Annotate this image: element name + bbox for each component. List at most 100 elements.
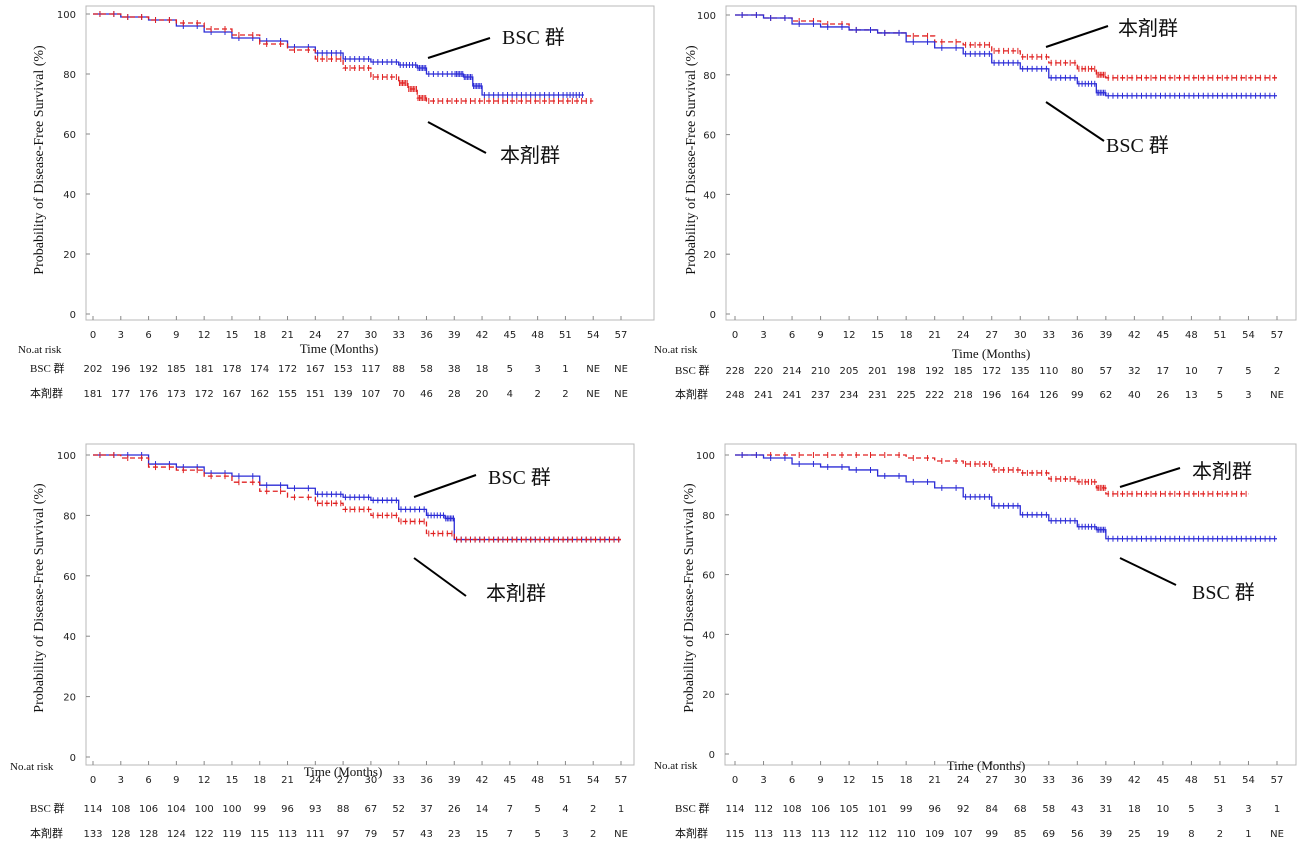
risk-value: 172 <box>195 389 214 400</box>
x-tick-label: 51 <box>559 330 572 341</box>
x-axis-label: Time (Months) <box>947 758 1026 773</box>
risk-value: 113 <box>754 829 773 840</box>
censor-marks-1 <box>99 452 620 543</box>
risk-value: 107 <box>954 829 973 840</box>
km-curve-2 <box>93 13 594 102</box>
annotation-line <box>1045 25 1109 48</box>
risk-value: NE <box>1270 829 1284 840</box>
risk-value: 114 <box>83 804 102 815</box>
risk-value: 69 <box>1042 829 1055 840</box>
risk-value: 32 <box>1128 366 1141 377</box>
y-tick-label: 0 <box>710 310 716 321</box>
x-tick-label: 21 <box>281 775 294 786</box>
x-tick-label: 15 <box>226 330 239 341</box>
x-tick-label: 42 <box>476 775 489 786</box>
x-tick-label: 15 <box>871 330 884 341</box>
risk-value: 106 <box>139 804 158 815</box>
risk-value: 124 <box>167 829 186 840</box>
risk-value: 106 <box>811 804 830 815</box>
y-axis-label: Probability of Disease-Free Survival (%) <box>32 45 47 275</box>
risk-value: 104 <box>167 804 186 815</box>
risk-value: 88 <box>337 804 350 815</box>
risk-value: 5 <box>534 804 540 815</box>
risk-value: 10 <box>1185 366 1198 377</box>
risk-value: 112 <box>754 804 773 815</box>
y-tick-label: 100 <box>57 10 76 21</box>
risk-table-header: No.at risk <box>18 344 62 356</box>
risk-value: 3 <box>562 829 568 840</box>
x-tick-label: 3 <box>760 775 766 786</box>
x-tick-label: 30 <box>365 775 378 786</box>
y-tick-label: 100 <box>696 451 715 462</box>
risk-value: 205 <box>840 366 859 377</box>
x-tick-label: 27 <box>985 330 998 341</box>
censor-marks-1 <box>741 452 1247 497</box>
risk-value: 37 <box>420 804 433 815</box>
risk-value: NE <box>586 389 600 400</box>
x-tick-label: 57 <box>615 330 628 341</box>
risk-value: 4 <box>562 804 568 815</box>
x-tick-label: 21 <box>928 330 941 341</box>
x-axis-label: Time (Months) <box>304 764 383 779</box>
annotation-line <box>427 121 487 154</box>
x-tick-label: 27 <box>985 775 998 786</box>
risk-value: 92 <box>957 804 970 815</box>
risk-value: 151 <box>306 389 325 400</box>
x-tick-label: 6 <box>145 775 151 786</box>
risk-row-label: BSC 群 <box>30 361 65 375</box>
x-tick-label: 0 <box>90 330 96 341</box>
x-tick-label: 42 <box>1128 775 1141 786</box>
risk-value: NE <box>614 364 628 375</box>
risk-value: 5 <box>1188 804 1194 815</box>
x-axis-label: Time (Months) <box>952 346 1031 361</box>
annotation-label: BSC 群 <box>1192 581 1255 604</box>
risk-value: 88 <box>392 364 405 375</box>
risk-value: 172 <box>982 366 1001 377</box>
risk-value: 1 <box>562 364 568 375</box>
x-tick-label: 33 <box>1042 330 1055 341</box>
annotation-label: 本剤群 <box>1192 460 1252 483</box>
x-tick-label: 24 <box>957 775 970 786</box>
risk-value: 228 <box>725 366 744 377</box>
risk-value: 2 <box>534 389 540 400</box>
x-tick-label: 0 <box>90 775 96 786</box>
x-tick-label: 39 <box>1099 330 1112 341</box>
risk-value: 99 <box>985 829 998 840</box>
y-tick-label: 20 <box>703 250 716 261</box>
x-tick-label: 6 <box>145 330 151 341</box>
risk-value: 84 <box>985 804 998 815</box>
x-tick-label: 48 <box>531 775 544 786</box>
risk-value: 241 <box>783 390 802 401</box>
x-tick-label: 30 <box>1014 330 1027 341</box>
y-tick-label: 0 <box>709 750 715 761</box>
annotation-label: BSC 群 <box>502 26 565 49</box>
risk-value: 5 <box>507 364 513 375</box>
risk-value: 46 <box>420 389 433 400</box>
annotation-label: 本剤群 <box>1118 17 1178 40</box>
x-tick-label: 48 <box>1185 775 1198 786</box>
annotation-label: 本剤群 <box>486 582 546 605</box>
x-tick-label: 18 <box>900 775 913 786</box>
x-tick-label: 6 <box>789 775 795 786</box>
plot-frame <box>85 5 655 321</box>
y-tick-label: 20 <box>63 250 76 261</box>
x-tick-label: 57 <box>1271 330 1284 341</box>
risk-table-header: No.at risk <box>654 760 698 772</box>
x-tick-label: 54 <box>1242 775 1255 786</box>
censor-marks-1 <box>741 12 1276 81</box>
risk-value: 39 <box>1099 829 1112 840</box>
x-tick-label: 3 <box>118 330 124 341</box>
annotation-line <box>413 557 467 597</box>
risk-value: 1 <box>1274 804 1280 815</box>
plot-frame <box>724 443 1297 766</box>
risk-value: 128 <box>139 829 158 840</box>
x-tick-label: 3 <box>118 775 124 786</box>
risk-row-label: BSC 群 <box>675 363 710 377</box>
x-tick-label: 36 <box>1071 775 1084 786</box>
risk-value: 28 <box>448 389 461 400</box>
x-tick-label: 18 <box>253 775 266 786</box>
risk-value: 108 <box>111 804 130 815</box>
